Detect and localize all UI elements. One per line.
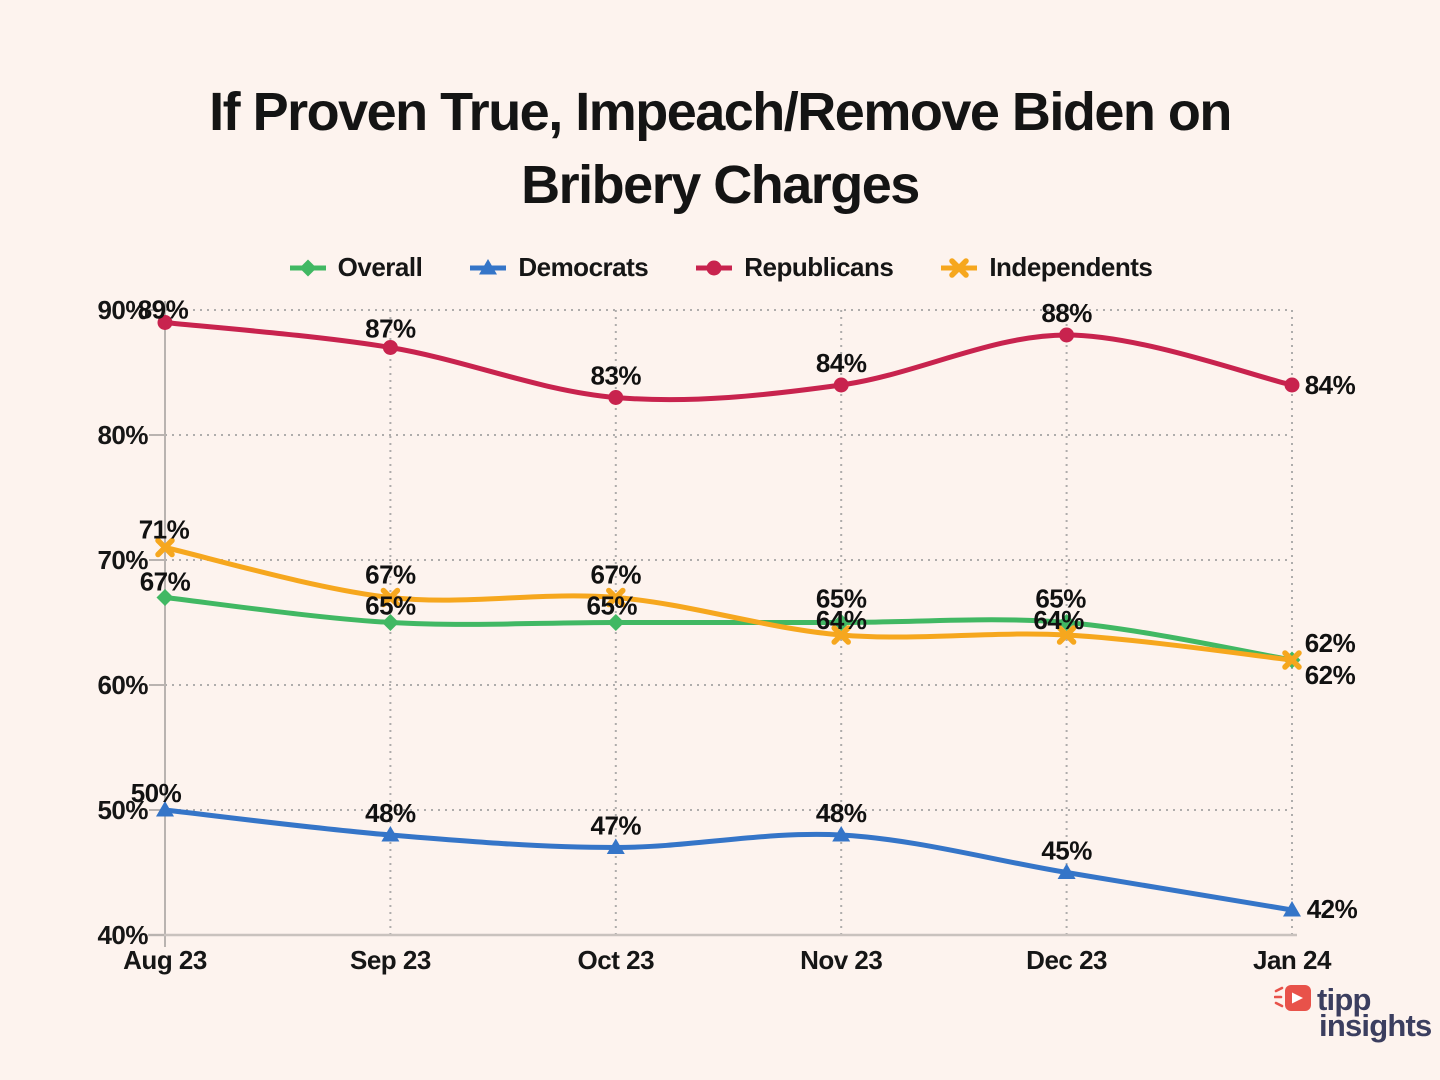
data-point	[608, 390, 624, 405]
data-label: 83%	[591, 361, 642, 391]
data-label: 84%	[1305, 370, 1356, 400]
legend-label: Democrats	[518, 252, 649, 282]
y-tick-label: 40%	[97, 920, 148, 950]
data-label: 42%	[1307, 894, 1358, 924]
legend-item-independents: Independents	[939, 252, 1153, 283]
chart-legend: Overall Democrats Republicans Independents	[0, 252, 1440, 283]
data-point	[156, 589, 174, 606]
data-label: 67%	[591, 560, 642, 590]
x-tick-label: Jan 24	[1253, 945, 1332, 975]
data-point	[607, 614, 625, 631]
legend-item-democrats: Democrats	[468, 252, 649, 283]
legend-marker-circle-icon	[696, 260, 733, 275]
data-point	[606, 587, 626, 608]
legend-marker-xmark-icon	[941, 257, 978, 278]
gridlines	[165, 309, 1293, 935]
chart-title-line1: If Proven True, Impeach/Remove Biden on	[209, 82, 1232, 142]
logo-word-insights: insights	[1319, 1008, 1432, 1043]
x-tick-label: Oct 23	[578, 945, 655, 975]
data-point	[1058, 614, 1076, 631]
data-point	[832, 826, 851, 842]
legend-marker-diamond-icon	[289, 259, 326, 276]
data-label: 71%	[139, 515, 190, 545]
data-label: 48%	[816, 798, 867, 828]
data-label: 62%	[1305, 628, 1356, 658]
logo-megaphone-icon	[1274, 985, 1311, 1011]
data-point	[833, 377, 849, 393]
data-label: 50%	[131, 778, 182, 808]
data-label: 67%	[365, 560, 416, 590]
data-point	[1059, 327, 1075, 343]
logo-word-tipp: tipp	[1317, 981, 1371, 1017]
data-point	[380, 587, 401, 608]
y-tick-label: 70%	[97, 545, 148, 575]
data-label: 47%	[591, 811, 642, 841]
series-independents	[155, 537, 1302, 670]
data-label: 84%	[816, 348, 867, 378]
data-point	[156, 801, 174, 817]
data-point	[155, 537, 175, 558]
legend-label: Overall	[337, 252, 423, 282]
data-label: 48%	[365, 798, 416, 828]
series-line	[162, 595, 1295, 663]
data-point	[381, 826, 400, 842]
series-line	[162, 807, 1295, 913]
data-label: 89%	[138, 295, 189, 325]
data-label: 87%	[365, 314, 416, 344]
series-democrats	[156, 801, 1301, 917]
legend-marker-triangle-icon	[470, 258, 507, 274]
y-tick-label: 60%	[97, 670, 148, 700]
x-tick-label: Nov 23	[800, 945, 882, 975]
data-label: 65%	[587, 591, 638, 621]
data-point	[381, 614, 399, 631]
data-label: 64%	[816, 605, 867, 635]
data-point	[157, 315, 173, 330]
chart-title: If Proven True, Impeach/Remove Biden on …	[0, 76, 1440, 222]
data-label: 67%	[140, 567, 191, 597]
y-tick-label: 50%	[97, 795, 148, 825]
data-label: 65%	[1035, 584, 1086, 614]
y-tick-label: 80%	[97, 420, 148, 450]
legend-label: Republicans	[744, 252, 894, 282]
data-label: 65%	[816, 584, 867, 614]
x-tick-label: Aug 23	[123, 945, 207, 975]
y-tick-label: 90%	[97, 295, 148, 325]
data-label: 62%	[1305, 660, 1356, 690]
series-line	[162, 545, 1295, 663]
data-label: 64%	[1033, 605, 1084, 635]
data-label: 45%	[1041, 836, 1092, 866]
data-point	[1282, 650, 1302, 670]
legend-item-republicans: Republicans	[694, 252, 894, 283]
data-point	[1057, 863, 1076, 879]
series-overall	[156, 589, 1301, 669]
series-line	[162, 320, 1295, 403]
series-republicans	[157, 315, 1300, 405]
chart-title-line2: Bribery Charges	[521, 154, 920, 215]
x-tick-label: Sep 23	[350, 945, 431, 975]
data-point	[832, 614, 850, 631]
legend-item-overall: Overall	[288, 252, 423, 283]
x-tick-label: Dec 23	[1026, 945, 1107, 975]
data-point	[831, 625, 851, 645]
data-label: 88%	[1041, 298, 1092, 328]
data-point	[1056, 625, 1077, 645]
data-label: 65%	[365, 591, 416, 621]
legend-label: Independents	[989, 252, 1153, 282]
data-point	[1283, 901, 1301, 917]
data-point	[1284, 377, 1300, 393]
data-point	[382, 340, 398, 355]
data-point	[606, 838, 625, 854]
tippinsights-logo: tipp insights	[1274, 981, 1432, 1043]
